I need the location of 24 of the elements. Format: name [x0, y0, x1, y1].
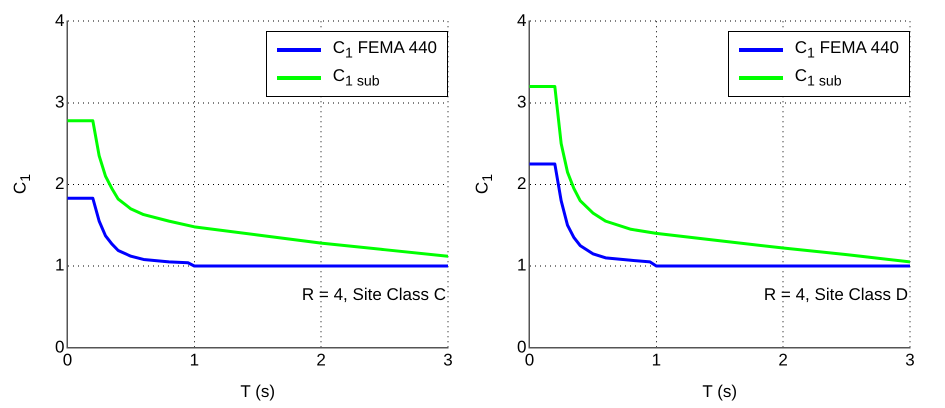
y-tick-label: 2	[516, 174, 526, 194]
y-tick-label: 1	[516, 256, 526, 275]
x-axis-title: T (s)	[240, 382, 276, 402]
x-tick-label: 3	[443, 350, 453, 370]
annotation: R = 4, Site Class C	[302, 284, 446, 304]
legend-label: C$_{1 sub}$	[332, 66, 380, 90]
y-tick-label: 4	[516, 10, 526, 30]
y-tick-label: 1	[54, 256, 64, 275]
x-tick-label: 2	[778, 350, 788, 370]
y-tick-label: 0	[54, 337, 64, 356]
legend-label: C$_{1 sub}$	[794, 66, 842, 90]
x-tick-label: 1	[652, 350, 662, 370]
y-tick-label: 0	[516, 337, 526, 356]
y-tick-label: 3	[54, 92, 64, 112]
x-axis-title: T (s)	[702, 382, 738, 402]
y-tick-label: 4	[54, 10, 64, 30]
x-tick-label: 2	[316, 350, 326, 370]
legend-label: C$_{1}$ FEMA 440	[794, 38, 899, 62]
y-tick-label: 2	[54, 174, 64, 194]
x-tick-label: 1	[190, 350, 200, 370]
y-tick-label: 3	[516, 92, 526, 112]
annotation: R = 4, Site Class D	[764, 284, 908, 304]
legend-label: C$_{1}$ FEMA 440	[332, 38, 437, 62]
x-tick-label: 3	[905, 350, 915, 370]
